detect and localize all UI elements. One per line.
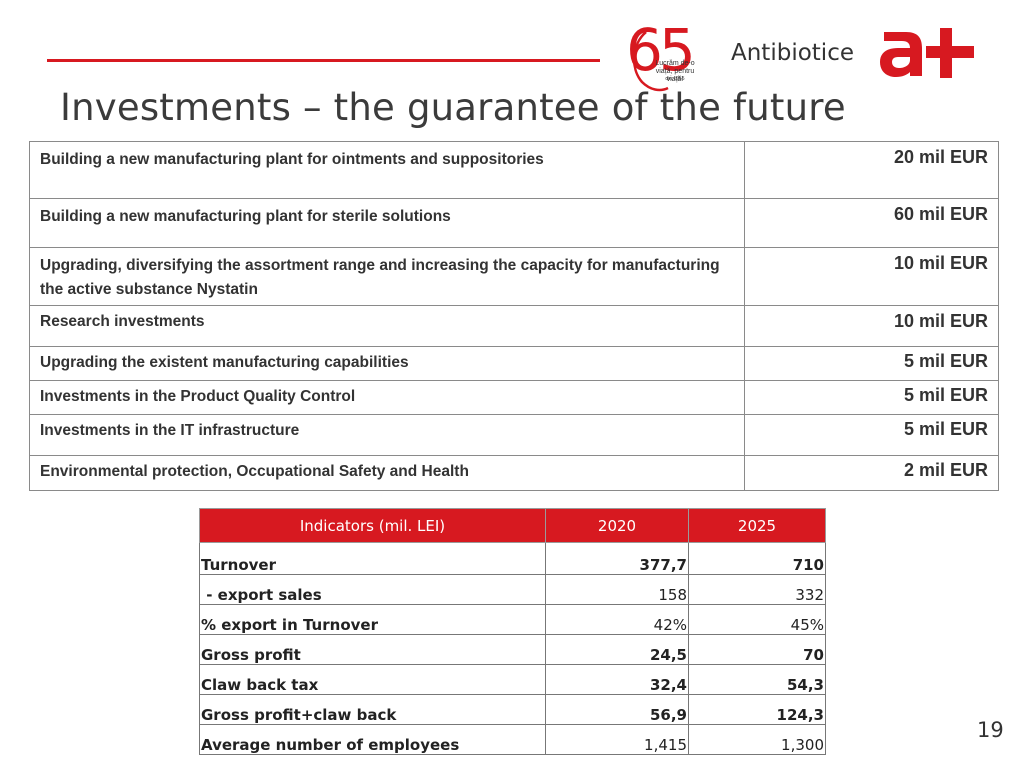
title-rule xyxy=(47,59,600,62)
investment-label: Investments in the IT infrastructure xyxy=(29,414,745,456)
indicator-label: Average number of employees xyxy=(199,724,546,755)
indicator-value-2020: 56,9 xyxy=(545,694,689,725)
investment-amount: 10 mil EUR xyxy=(744,305,999,347)
investment-label: Building a new manufacturing plant for o… xyxy=(29,141,745,199)
investment-label: Environmental protection, Occupational S… xyxy=(29,455,745,491)
indicator-value-2020: 42% xyxy=(545,604,689,635)
aplus-logo-icon xyxy=(880,28,974,78)
anniversary-logo: 65 Lucrăm de-o viață, pentru viață! din … xyxy=(626,16,700,96)
indicator-value-2025: 70 xyxy=(688,634,826,665)
indicator-value-2025: 332 xyxy=(688,574,826,605)
investment-label: Investments in the Product Quality Contr… xyxy=(29,380,745,415)
indicator-value-2020: 24,5 xyxy=(545,634,689,665)
indicator-value-2025: 710 xyxy=(688,542,826,575)
table-row: - export sales 158 332 xyxy=(199,574,826,605)
table-row: Building a new manufacturing plant for o… xyxy=(29,141,999,199)
investment-label: Building a new manufacturing plant for s… xyxy=(29,198,745,248)
indicator-value-2025: 1,300 xyxy=(688,724,826,755)
anniversary-tagline: Lucrăm de-o viață, pentru viață! xyxy=(655,60,695,83)
indicator-value-2020: 158 xyxy=(545,574,689,605)
indicator-value-2025: 45% xyxy=(688,604,826,635)
brand-logo xyxy=(878,24,978,84)
table-row: % export in Turnover 42% 45% xyxy=(199,604,826,635)
anniversary-swoosh-icon xyxy=(633,31,669,92)
page-number: 19 xyxy=(977,718,1004,742)
table-row: Gross profit+claw back 56,9 124,3 xyxy=(199,694,826,725)
table-row: Upgrading, diversifying the assortment r… xyxy=(29,247,999,306)
table-row: Building a new manufacturing plant for s… xyxy=(29,198,999,248)
indicator-value-2020: 377,7 xyxy=(545,542,689,575)
table-row: Investments in the Product Quality Contr… xyxy=(29,380,999,415)
table-row: Research investments 10 mil EUR xyxy=(29,305,999,347)
investment-label: Upgrading, diversifying the assortment r… xyxy=(29,247,745,306)
investment-label: Upgrading the existent manufacturing cap… xyxy=(29,346,745,381)
investment-amount: 10 mil EUR xyxy=(744,247,999,306)
column-header-indicators: Indicators (mil. LEI) xyxy=(199,508,546,543)
indicators-table: Indicators (mil. LEI) 2020 2025 Turnover… xyxy=(199,508,826,755)
table-row: Upgrading the existent manufacturing cap… xyxy=(29,346,999,381)
table-row: Claw back tax 32,4 54,3 xyxy=(199,664,826,695)
indicator-value-2025: 54,3 xyxy=(688,664,826,695)
investment-amount: 5 mil EUR xyxy=(744,380,999,415)
indicator-value-2020: 1,415 xyxy=(545,724,689,755)
table-row: Gross profit 24,5 70 xyxy=(199,634,826,665)
column-header-2025: 2025 xyxy=(688,508,826,543)
anniversary-number: 65 xyxy=(626,16,696,84)
indicator-value-2020: 32,4 xyxy=(545,664,689,695)
indicator-label: % export in Turnover xyxy=(199,604,546,635)
indicator-label: Claw back tax xyxy=(199,664,546,695)
investment-amount: 5 mil EUR xyxy=(744,346,999,381)
investment-label: Research investments xyxy=(29,305,745,347)
indicator-label: Turnover xyxy=(199,542,546,575)
investment-amount: 5 mil EUR xyxy=(744,414,999,456)
anniversary-since: din 1955 xyxy=(665,76,685,82)
table-row: Turnover 377,7 710 xyxy=(199,542,826,575)
table-row: Average number of employees 1,415 1,300 xyxy=(199,724,826,755)
investments-table: Building a new manufacturing plant for o… xyxy=(29,141,999,491)
page-title: Investments – the guarantee of the futur… xyxy=(60,86,846,129)
brand-name: Antibiotice xyxy=(731,40,854,66)
indicator-label: Gross profit xyxy=(199,634,546,665)
indicator-value-2025: 124,3 xyxy=(688,694,826,725)
indicator-label: - export sales xyxy=(199,574,546,605)
table-row: Investments in the IT infrastructure 5 m… xyxy=(29,414,999,456)
table-row: Environmental protection, Occupational S… xyxy=(29,455,999,491)
column-header-2020: 2020 xyxy=(545,508,689,543)
investment-amount: 60 mil EUR xyxy=(744,198,999,248)
indicator-label: Gross profit+claw back xyxy=(199,694,546,725)
table-header-row: Indicators (mil. LEI) 2020 2025 xyxy=(199,508,826,543)
investment-amount: 2 mil EUR xyxy=(744,455,999,491)
investment-amount: 20 mil EUR xyxy=(744,141,999,199)
